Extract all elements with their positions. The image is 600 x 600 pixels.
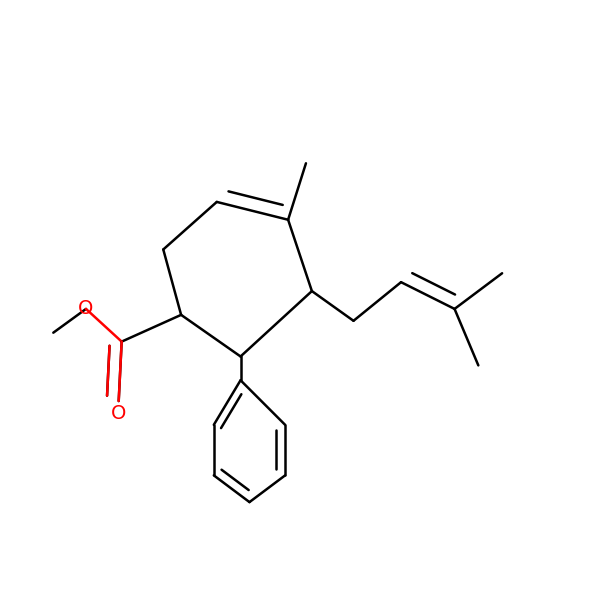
- Text: O: O: [111, 404, 127, 423]
- Text: O: O: [79, 299, 94, 319]
